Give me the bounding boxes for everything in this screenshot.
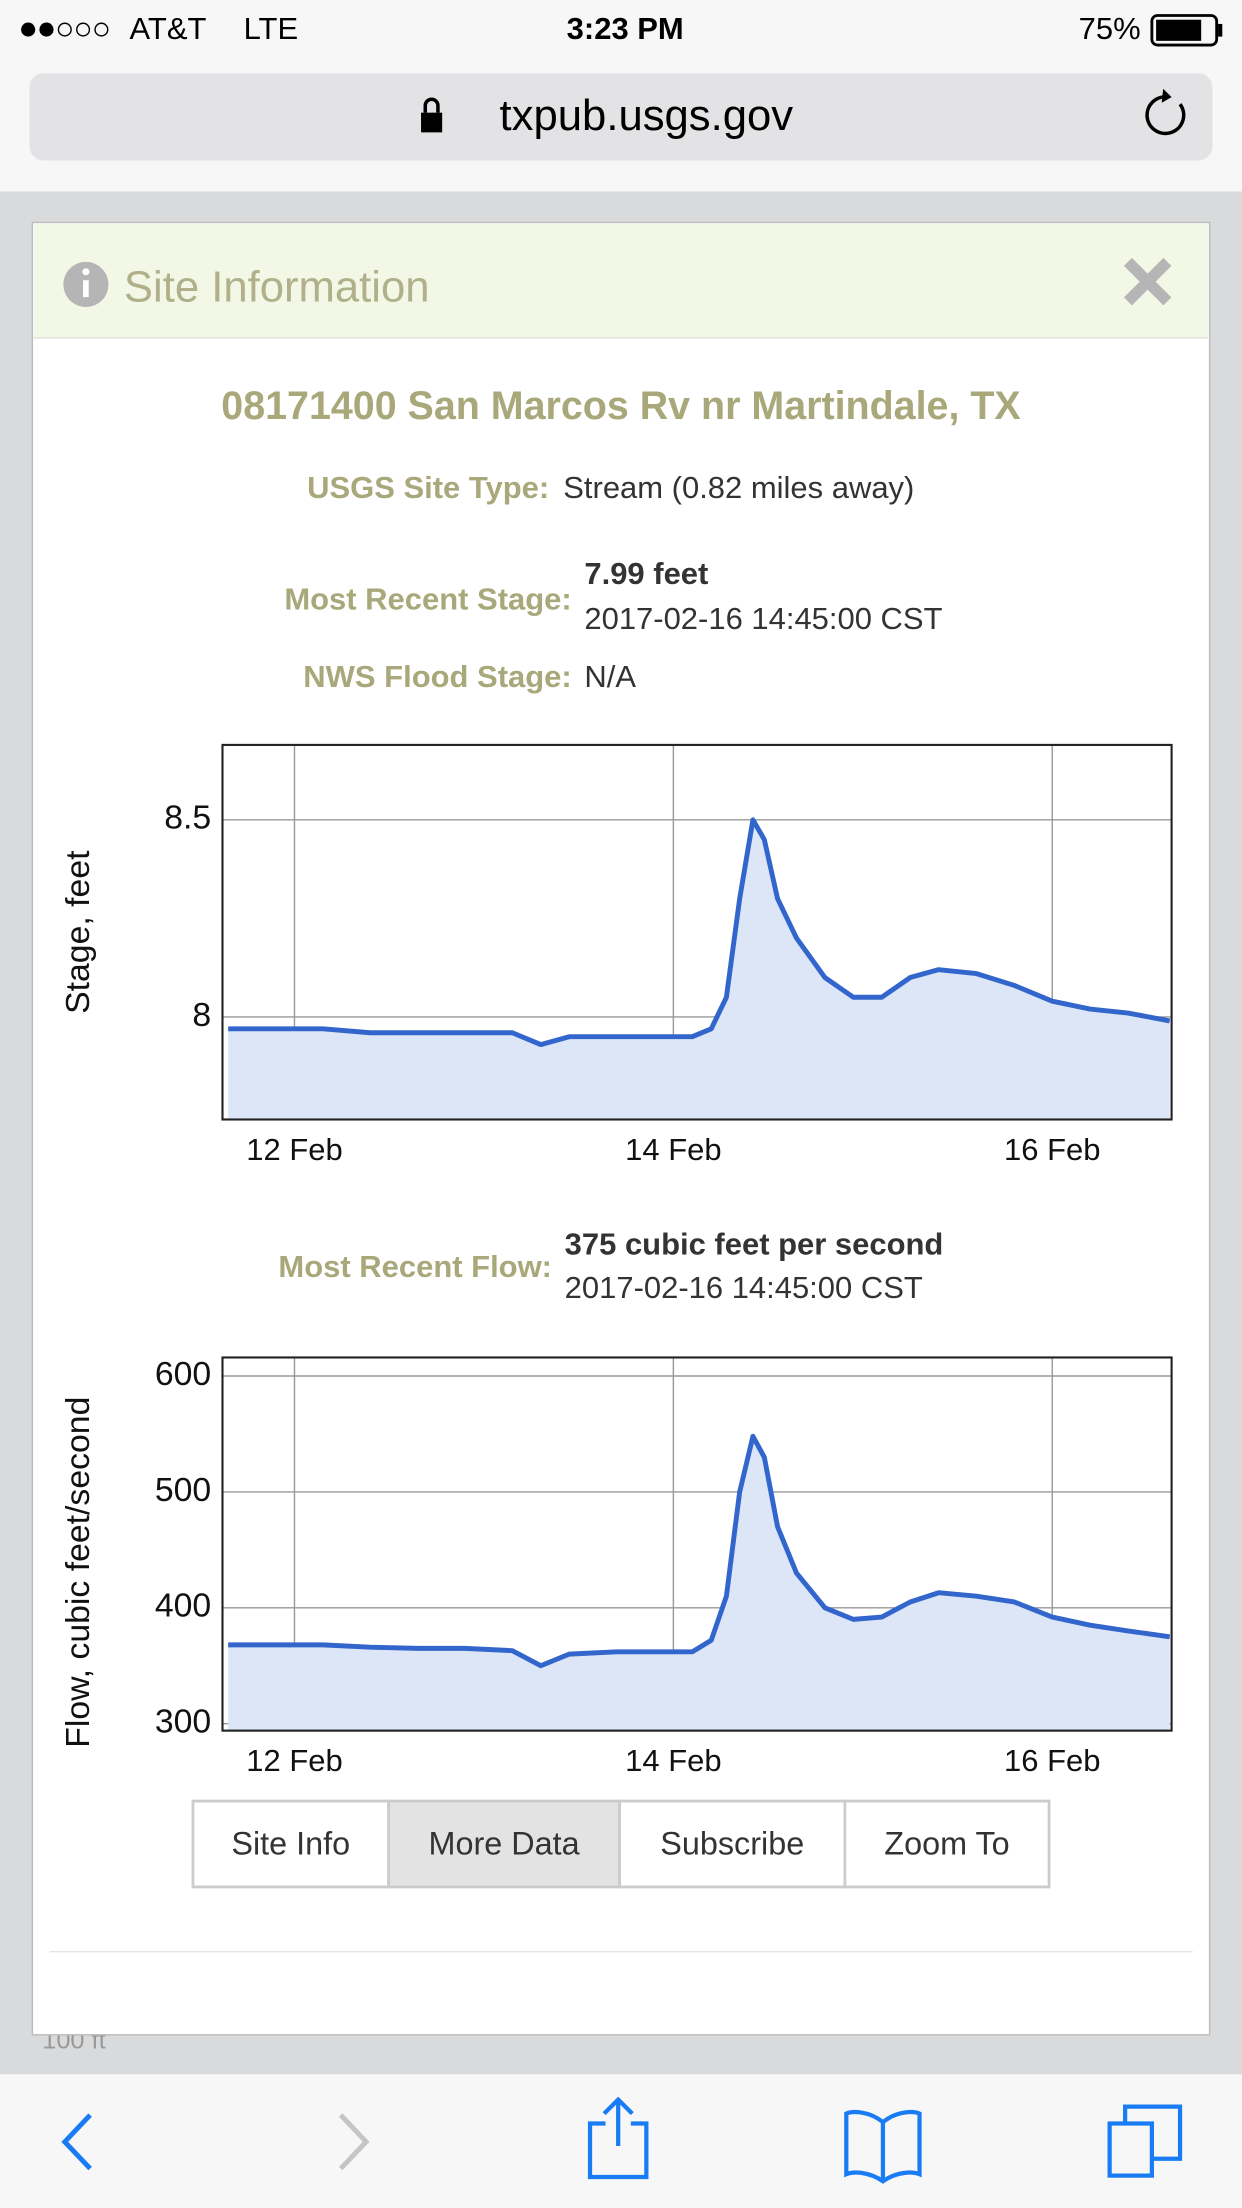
button-label[interactable]: Zoom To <box>884 1826 1009 1862</box>
button[interactable] <box>843 1799 1051 1889</box>
reload-button[interactable] <box>1145 95 1186 136</box>
button-label[interactable]: Subscribe <box>660 1826 804 1862</box>
field-value: Stream (0.82 miles away) <box>563 470 914 505</box>
modal-title: Site Information <box>124 263 430 312</box>
field-time: 2017-02-16 14:45:00 CST <box>584 601 942 636</box>
clock: 3:23 PM <box>567 11 684 46</box>
modal-header <box>33 223 1209 338</box>
field-label: Most Recent Stage: <box>284 581 571 616</box>
y-tick-label: 8.5 <box>164 799 211 837</box>
lock-icon <box>421 97 443 133</box>
area <box>228 1436 1170 1731</box>
url: txpub.usgs.gov <box>500 91 794 140</box>
carrier: AT&T <box>130 11 207 46</box>
button-label[interactable]: Site Info <box>231 1826 350 1862</box>
site-name: 08171400 San Marcos Rv nr Martindale, TX <box>221 384 1020 428</box>
field-label: Most Recent Flow: <box>278 1249 552 1284</box>
back-button[interactable] <box>61 2113 92 2171</box>
y-tick-label: 8 <box>192 996 211 1034</box>
area <box>228 819 1170 1120</box>
x-tick-label: 14 Feb <box>625 1743 721 1778</box>
signal <box>21 22 109 37</box>
button-group: Site Info More Data Subscribe Zoom To <box>191 1799 1051 1889</box>
y-axis-label: Flow, cubic feet/second <box>59 1397 97 1748</box>
x-tick-label: 12 Feb <box>246 1743 342 1778</box>
url-field[interactable] <box>29 73 1213 161</box>
modal <box>31 221 1211 2036</box>
button[interactable] <box>191 1799 391 1889</box>
field-value: 7.99 feet <box>584 556 708 591</box>
info-icon <box>63 261 109 307</box>
reload-arrow <box>1161 88 1172 103</box>
button-label[interactable]: More Data <box>429 1826 580 1862</box>
field-label: USGS Site Type: <box>307 470 549 505</box>
chart: 300 400 500 600 12 Feb 14 Feb 16 Feb Flow, cubi… <box>59 1355 1173 1778</box>
line <box>228 1433 1171 1669</box>
battery-icon <box>1150 14 1223 47</box>
toolbar <box>0 2074 1242 2208</box>
x-tick-label: 12 Feb <box>246 1132 342 1167</box>
plot-border <box>221 1356 1173 1732</box>
y-tick-label: 300 <box>155 1703 211 1741</box>
close-button[interactable] <box>1123 257 1172 306</box>
field-value: 375 cubic feet per second <box>565 1226 944 1261</box>
field-value: N/A <box>584 659 636 694</box>
field-time: 2017-02-16 14:45:00 CST <box>565 1270 923 1305</box>
bookmarks-button[interactable] <box>844 2110 922 2184</box>
plot-border <box>221 743 1173 1121</box>
x-tick-label: 16 Feb <box>1004 1132 1100 1167</box>
x-tick-label: 16 Feb <box>1004 1743 1100 1778</box>
battery-level: 75% <box>1079 11 1141 46</box>
y-tick-label: 400 <box>155 1587 211 1625</box>
y-tick-label: 600 <box>155 1355 211 1393</box>
y-tick-label: 500 <box>155 1471 211 1509</box>
tabs-button[interactable] <box>1107 2104 1183 2178</box>
y-axis-label: Stage, feet <box>59 850 97 1014</box>
share-button[interactable] <box>587 2096 649 2180</box>
network: LTE <box>244 11 298 46</box>
chart: 8 8.5 12 Feb 14 Feb 16 Feb Stage, feet <box>59 743 1173 1167</box>
forward-button[interactable] <box>338 2113 370 2171</box>
x-tick-label: 14 Feb <box>625 1132 721 1167</box>
button[interactable] <box>618 1799 847 1889</box>
line <box>228 817 1171 1048</box>
field-label: NWS Flood Stage: <box>303 659 571 694</box>
